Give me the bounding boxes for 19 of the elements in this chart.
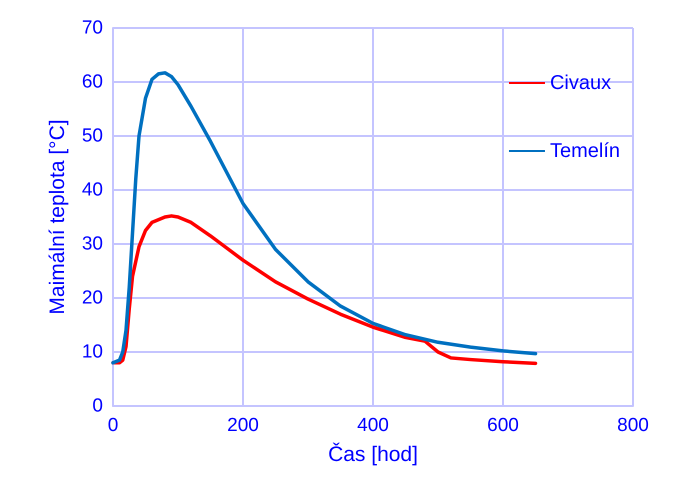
y-tick-label: 20 (82, 288, 103, 308)
x-tick-label: 400 (357, 415, 389, 436)
y-tick-label: 10 (82, 342, 103, 362)
y-tick-label: 50 (82, 126, 103, 146)
y-tick-label: 40 (82, 180, 103, 200)
legend-label: Temelín (550, 140, 620, 162)
x-tick-label: 800 (617, 415, 649, 436)
legend-label: Civaux (550, 72, 612, 94)
x-tick-label: 200 (227, 415, 259, 436)
y-tick-label: 30 (82, 234, 103, 254)
y-axis-title: Maimální teplota [°C] (46, 119, 69, 315)
y-tick-label: 0 (92, 396, 103, 416)
y-tick-label: 60 (82, 72, 103, 92)
x-axis-title: Čas [hod] (328, 442, 418, 466)
x-tick-label: 0 (108, 415, 118, 436)
y-tick-label: 70 (82, 18, 103, 38)
x-tick-label: 600 (487, 415, 519, 436)
line-series (111, 214, 538, 366)
line-series (111, 71, 538, 365)
